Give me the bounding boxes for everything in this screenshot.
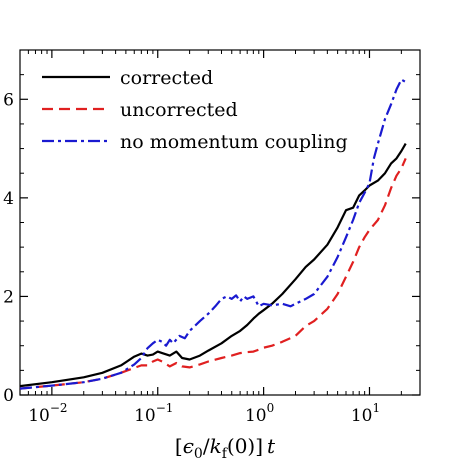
legend-label-2: no momentum coupling (120, 131, 348, 153)
x-tick-label: 10−2 (28, 401, 67, 426)
legend-label-1: uncorrected (120, 99, 238, 121)
series-line-2 (19, 78, 407, 390)
x-axis-label: [ϵ0/kf(0)] t (175, 434, 276, 462)
plot-area: 10−2 10−1 100 101 0 2 4 6 corrected uncorrected no… (3, 49, 421, 462)
y-tick-label: 2 (3, 287, 14, 307)
y-tick-label: 6 (3, 90, 14, 110)
x-tick-label: 101 (351, 401, 380, 426)
x-tick-label: 10−1 (134, 401, 173, 426)
y-tick-label: 4 (3, 189, 14, 209)
legend-label-0: corrected (120, 67, 213, 89)
series-line-0 (19, 143, 407, 388)
series-line-1 (19, 157, 407, 390)
y-tick-label: 0 (3, 386, 14, 406)
x-tick-label: 100 (245, 401, 274, 426)
